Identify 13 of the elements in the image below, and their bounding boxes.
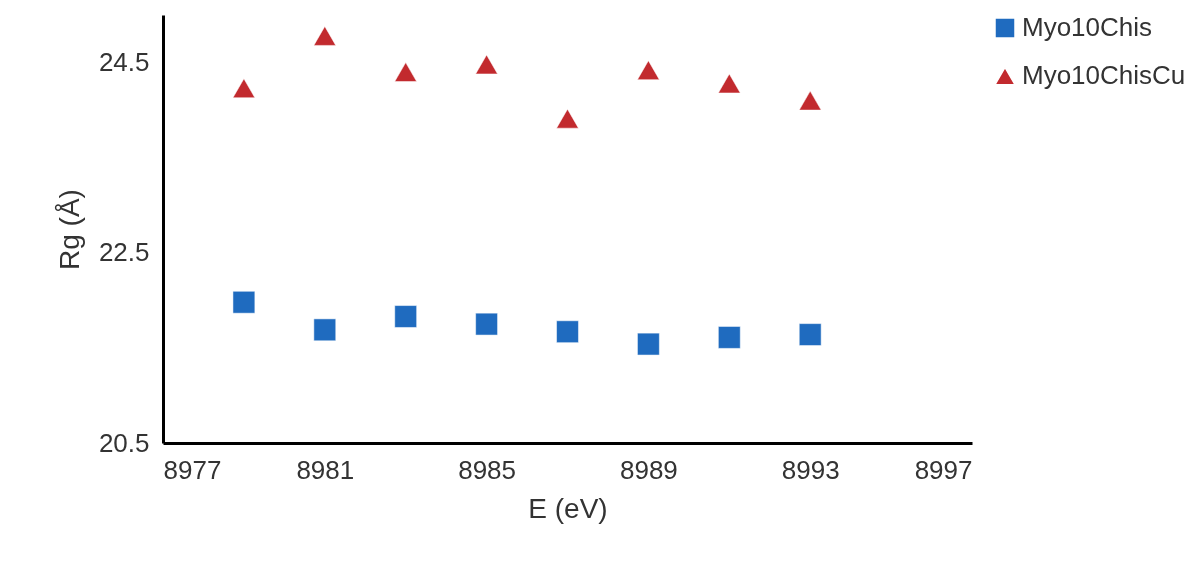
x-tick-label: 8985 xyxy=(458,454,517,485)
y-axis-title: Rg (Å) xyxy=(53,189,85,270)
x-tick-label: 8993 xyxy=(781,454,840,485)
y-tick-label: 24.5 xyxy=(98,47,150,78)
x-tick-label: 8981 xyxy=(296,454,355,485)
legend-label: Myo10Chis xyxy=(1022,12,1153,42)
x-tick-label: 8977 xyxy=(163,454,222,485)
legend-label: Myo10ChisCu xyxy=(1022,60,1186,90)
x-axis-title: E (eV) xyxy=(528,492,608,524)
y-tick-label: 20.5 xyxy=(98,427,150,458)
y-tick-label: 22.5 xyxy=(98,237,150,268)
x-tick-label: 8989 xyxy=(619,454,678,485)
x-tick-label: 8997 xyxy=(914,454,973,485)
